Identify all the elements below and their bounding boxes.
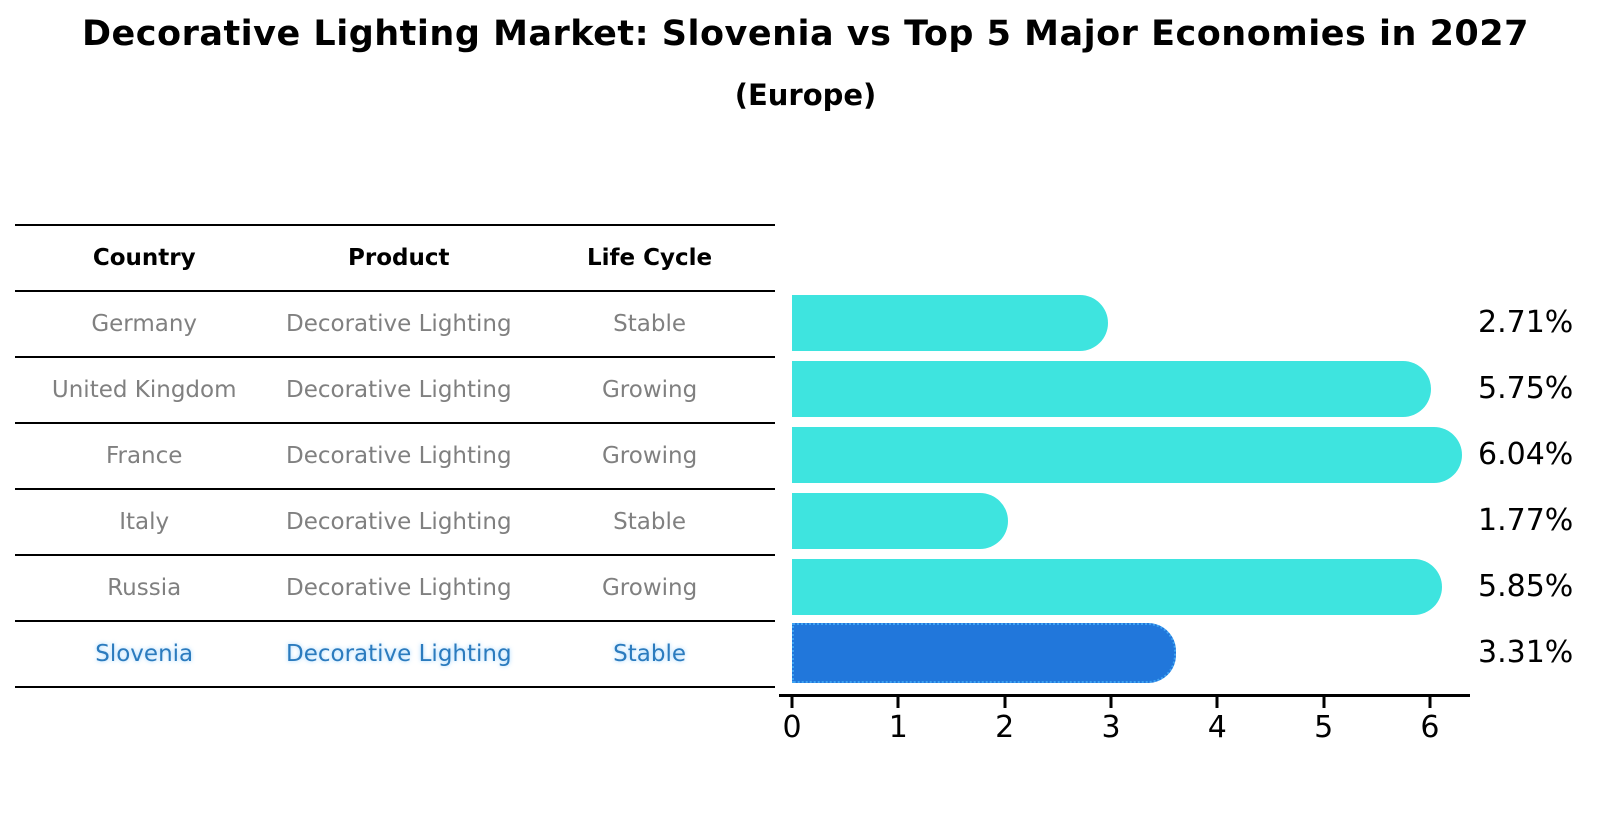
column-header-life-cycle: Life Cycle [587, 245, 713, 271]
chart-title: Decorative Lighting Market: Slovenia vs … [81, 14, 1529, 54]
cell-life-cycle: Growing [601, 575, 698, 601]
value-label-italy: 1.77% [1478, 503, 1574, 538]
tick-label: 1 [888, 710, 908, 745]
bar-united-kingdom [792, 361, 1432, 417]
cell-life-cycle: Growing [601, 443, 698, 469]
tick-label: 4 [1207, 710, 1227, 745]
cell-product: Decorative Lighting [286, 443, 512, 469]
bar-plot-area [792, 290, 1492, 686]
cell-product: Decorative Lighting [286, 641, 512, 667]
table-row-russia: Russia Decorative Lighting Growing [15, 556, 775, 622]
value-label-united-kingdom: 5.75% [1478, 371, 1574, 406]
tick-label: 2 [995, 710, 1015, 745]
table-row-germany: Germany Decorative Lighting Stable [15, 292, 775, 358]
cell-country: Germany [91, 311, 198, 337]
table-row-italy: Italy Decorative Lighting Stable [15, 490, 775, 556]
cell-life-cycle: Stable [613, 641, 687, 667]
table-row-slovenia-highlighted: Slovenia Decorative Lighting Stable [15, 622, 775, 688]
cell-country: France [105, 443, 183, 469]
cell-product: Decorative Lighting [286, 509, 512, 535]
value-label-slovenia: 3.31% [1478, 635, 1574, 670]
cell-life-cycle: Growing [601, 377, 698, 403]
table-row-united-kingdom: United Kingdom Decorative Lighting Growi… [15, 358, 775, 424]
cell-product: Decorative Lighting [286, 311, 512, 337]
value-labels: 2.71% 5.75% 6.04% 1.77% 5.85% 3.31% [1478, 290, 1573, 686]
cell-country: Russia [107, 575, 182, 601]
value-label-germany: 2.71% [1478, 305, 1574, 340]
tick-label: 0 [782, 710, 802, 745]
cell-life-cycle: Stable [613, 311, 687, 337]
column-header-country: Country [92, 245, 196, 271]
table-header-row: Country Product Life Cycle [15, 226, 775, 292]
cell-country: Slovenia [95, 641, 194, 667]
cell-country: United Kingdom [51, 377, 237, 403]
tick-label: 3 [1101, 710, 1121, 745]
cell-country: Italy [119, 509, 170, 535]
cell-product: Decorative Lighting [286, 377, 512, 403]
x-axis-line [779, 694, 1470, 697]
value-label-france: 6.04% [1478, 437, 1574, 472]
bar-slovenia-highlighted [792, 623, 1176, 683]
tick-label: 5 [1314, 710, 1334, 745]
bar-france [792, 427, 1463, 483]
bar-russia [792, 559, 1443, 615]
value-label-russia: 5.85% [1478, 569, 1574, 604]
cell-product: Decorative Lighting [286, 575, 512, 601]
cell-life-cycle: Stable [613, 509, 687, 535]
column-header-product: Product [348, 245, 450, 271]
country-table: Country Product Life Cycle Germany Decor… [15, 224, 775, 688]
tick-label: 6 [1420, 710, 1440, 745]
chart-subtitle: (Europe) [734, 78, 877, 112]
table-row-france: France Decorative Lighting Growing [15, 424, 775, 490]
bar-italy [792, 493, 1009, 549]
bar-germany [792, 295, 1109, 351]
